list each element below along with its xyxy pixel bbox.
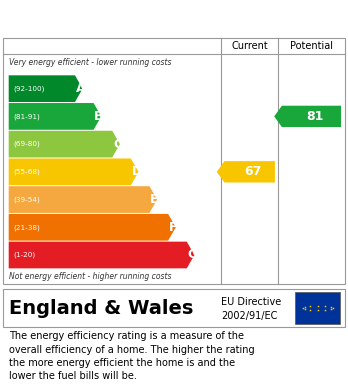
Polygon shape — [9, 103, 101, 130]
Polygon shape — [9, 214, 176, 240]
Text: Very energy efficient - lower running costs: Very energy efficient - lower running co… — [9, 58, 171, 67]
Text: (69-80): (69-80) — [13, 141, 40, 147]
Text: 67: 67 — [245, 165, 262, 178]
Text: (1-20): (1-20) — [13, 252, 35, 258]
Text: (92-100): (92-100) — [13, 85, 44, 92]
Polygon shape — [9, 186, 157, 213]
Text: G: G — [188, 249, 198, 262]
Polygon shape — [9, 131, 120, 158]
Text: D: D — [132, 165, 142, 178]
Polygon shape — [217, 161, 275, 183]
Polygon shape — [9, 158, 139, 185]
Text: Energy Efficiency Rating: Energy Efficiency Rating — [9, 10, 230, 25]
Text: E: E — [150, 193, 159, 206]
Text: 2002/91/EC: 2002/91/EC — [221, 311, 277, 321]
Text: A: A — [76, 82, 85, 95]
Text: Potential: Potential — [290, 41, 333, 51]
Text: (55-68): (55-68) — [13, 169, 40, 175]
Polygon shape — [274, 106, 341, 127]
Text: Current: Current — [231, 41, 268, 51]
Polygon shape — [9, 75, 82, 102]
Text: (21-38): (21-38) — [13, 224, 40, 231]
Text: Not energy efficient - higher running costs: Not energy efficient - higher running co… — [9, 272, 171, 281]
Text: (81-91): (81-91) — [13, 113, 40, 120]
Text: F: F — [169, 221, 177, 234]
Text: EU Directive: EU Directive — [221, 297, 281, 307]
Polygon shape — [9, 242, 195, 268]
Text: England & Wales: England & Wales — [9, 298, 193, 317]
Bar — [295, 292, 340, 324]
Text: C: C — [113, 138, 122, 151]
Text: 81: 81 — [306, 110, 324, 123]
Text: (39-54): (39-54) — [13, 196, 40, 203]
Text: B: B — [94, 110, 104, 123]
Text: The energy efficiency rating is a measure of the
overall efficiency of a home. T: The energy efficiency rating is a measur… — [9, 332, 254, 381]
